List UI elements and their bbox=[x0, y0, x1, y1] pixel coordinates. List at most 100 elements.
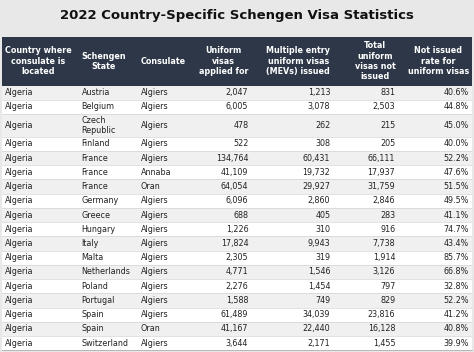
Text: Multiple entry
uniform visas
(MEVs) issued: Multiple entry uniform visas (MEVs) issu… bbox=[266, 46, 330, 76]
Text: Algiers: Algiers bbox=[141, 239, 169, 248]
Text: Country where
consulate is
located: Country where consulate is located bbox=[5, 46, 72, 76]
Text: Algeria: Algeria bbox=[5, 168, 34, 177]
Text: 66.8%: 66.8% bbox=[444, 268, 469, 276]
Text: 52.2%: 52.2% bbox=[443, 296, 469, 305]
Text: Algeria: Algeria bbox=[5, 121, 34, 130]
Text: 41.1%: 41.1% bbox=[444, 210, 469, 220]
Text: 134,764: 134,764 bbox=[216, 153, 248, 163]
Text: 262: 262 bbox=[315, 121, 330, 130]
Text: Algiers: Algiers bbox=[141, 282, 169, 291]
Text: Algeria: Algeria bbox=[5, 139, 34, 149]
Text: 51.5%: 51.5% bbox=[443, 182, 469, 191]
Text: Algeria: Algeria bbox=[5, 310, 34, 319]
Text: Algeria: Algeria bbox=[5, 325, 34, 333]
Text: Belgium: Belgium bbox=[82, 102, 115, 111]
Text: 916: 916 bbox=[380, 225, 395, 234]
Text: 1,588: 1,588 bbox=[226, 296, 248, 305]
Text: 1,546: 1,546 bbox=[308, 268, 330, 276]
Text: France: France bbox=[82, 153, 108, 163]
Text: 41,167: 41,167 bbox=[221, 325, 248, 333]
Text: 829: 829 bbox=[380, 296, 395, 305]
Text: Czech
Republic: Czech Republic bbox=[82, 116, 116, 135]
Text: France: France bbox=[82, 168, 108, 177]
Text: 61,489: 61,489 bbox=[221, 310, 248, 319]
Text: 522: 522 bbox=[233, 139, 248, 149]
Text: 2022 Country-Specific Schengen Visa Statistics: 2022 Country-Specific Schengen Visa Stat… bbox=[60, 9, 414, 22]
Text: 2,047: 2,047 bbox=[226, 88, 248, 97]
Text: Algeria: Algeria bbox=[5, 282, 34, 291]
Bar bbox=[2, 86, 472, 100]
Text: 7,738: 7,738 bbox=[373, 239, 395, 248]
Text: 6,005: 6,005 bbox=[226, 102, 248, 111]
Text: Algiers: Algiers bbox=[141, 121, 169, 130]
Text: Algiers: Algiers bbox=[141, 153, 169, 163]
Text: Algeria: Algeria bbox=[5, 102, 34, 111]
Text: France: France bbox=[82, 182, 108, 191]
Text: Uniform
visas
applied for: Uniform visas applied for bbox=[199, 46, 248, 76]
Text: 2,503: 2,503 bbox=[373, 102, 395, 111]
Bar bbox=[2, 208, 472, 222]
Text: Switzerland: Switzerland bbox=[82, 339, 128, 348]
Text: 16,128: 16,128 bbox=[368, 325, 395, 333]
Text: Finland: Finland bbox=[82, 139, 110, 149]
Text: Total
uniform
visas not
issued: Total uniform visas not issued bbox=[355, 41, 395, 81]
Bar bbox=[2, 165, 472, 180]
Text: 749: 749 bbox=[315, 296, 330, 305]
Bar bbox=[2, 194, 472, 208]
Text: Algiers: Algiers bbox=[141, 253, 169, 262]
Bar bbox=[2, 151, 472, 165]
Bar bbox=[2, 308, 472, 322]
Text: 283: 283 bbox=[380, 210, 395, 220]
Text: 2,860: 2,860 bbox=[308, 196, 330, 205]
Text: 1,914: 1,914 bbox=[373, 253, 395, 262]
Text: Algeria: Algeria bbox=[5, 210, 34, 220]
Text: Schengen
State: Schengen State bbox=[82, 51, 126, 71]
Text: 41,109: 41,109 bbox=[221, 168, 248, 177]
Text: 49.5%: 49.5% bbox=[443, 196, 469, 205]
Text: 44.8%: 44.8% bbox=[444, 102, 469, 111]
Text: 74.7%: 74.7% bbox=[443, 225, 469, 234]
Text: Algeria: Algeria bbox=[5, 268, 34, 276]
Text: 310: 310 bbox=[315, 225, 330, 234]
Text: Algeria: Algeria bbox=[5, 196, 34, 205]
Text: Oran: Oran bbox=[141, 325, 161, 333]
Text: Algiers: Algiers bbox=[141, 88, 169, 97]
Text: 43.4%: 43.4% bbox=[444, 239, 469, 248]
Text: 688: 688 bbox=[233, 210, 248, 220]
Text: 52.2%: 52.2% bbox=[443, 153, 469, 163]
Text: Algeria: Algeria bbox=[5, 239, 34, 248]
Text: 2,305: 2,305 bbox=[226, 253, 248, 262]
Text: 47.6%: 47.6% bbox=[443, 168, 469, 177]
Text: Poland: Poland bbox=[82, 282, 109, 291]
Bar bbox=[2, 180, 472, 194]
Text: 2,276: 2,276 bbox=[226, 282, 248, 291]
Text: 478: 478 bbox=[233, 121, 248, 130]
Text: Portugal: Portugal bbox=[82, 296, 115, 305]
Text: Algeria: Algeria bbox=[5, 182, 34, 191]
Bar bbox=[2, 100, 472, 114]
Text: 60,431: 60,431 bbox=[303, 153, 330, 163]
Text: 32.8%: 32.8% bbox=[443, 282, 469, 291]
Text: Not issued
rate for
uniform visas: Not issued rate for uniform visas bbox=[408, 46, 469, 76]
Bar bbox=[2, 251, 472, 265]
Text: 29,927: 29,927 bbox=[302, 182, 330, 191]
Text: Algiers: Algiers bbox=[141, 139, 169, 149]
Text: 2,171: 2,171 bbox=[308, 339, 330, 348]
Text: Greece: Greece bbox=[82, 210, 110, 220]
Text: Malta: Malta bbox=[82, 253, 104, 262]
Text: 9,943: 9,943 bbox=[308, 239, 330, 248]
Text: 2,846: 2,846 bbox=[373, 196, 395, 205]
Text: 405: 405 bbox=[315, 210, 330, 220]
Text: 1,454: 1,454 bbox=[308, 282, 330, 291]
Text: 23,816: 23,816 bbox=[368, 310, 395, 319]
Text: Consulate: Consulate bbox=[141, 57, 186, 66]
Text: 64,054: 64,054 bbox=[221, 182, 248, 191]
Text: 797: 797 bbox=[380, 282, 395, 291]
Bar bbox=[2, 222, 472, 237]
Text: 40.6%: 40.6% bbox=[444, 88, 469, 97]
Text: 85.7%: 85.7% bbox=[443, 253, 469, 262]
Text: Algiers: Algiers bbox=[141, 196, 169, 205]
Bar bbox=[2, 37, 472, 86]
Text: 34,039: 34,039 bbox=[303, 310, 330, 319]
Text: 17,824: 17,824 bbox=[221, 239, 248, 248]
